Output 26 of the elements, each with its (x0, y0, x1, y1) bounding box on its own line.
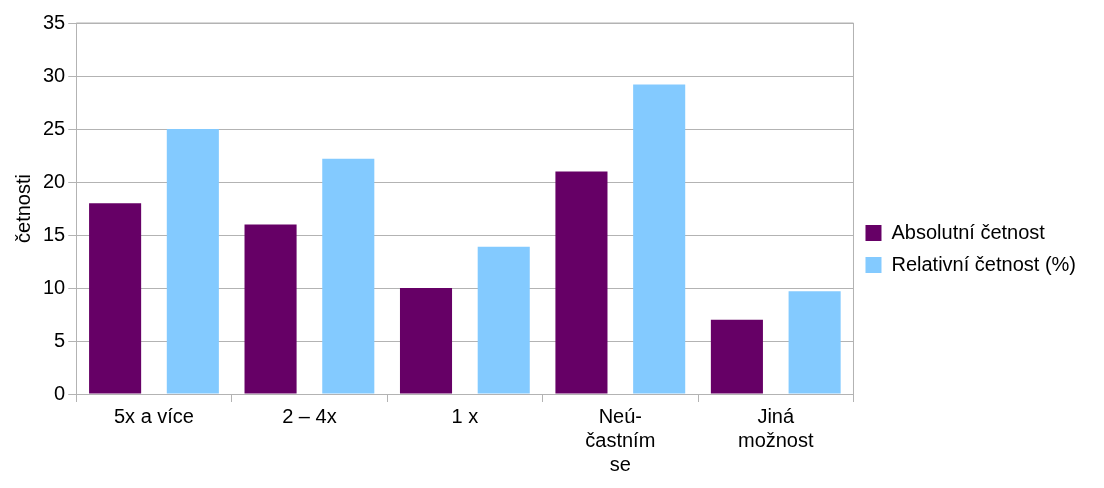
bar (166, 129, 219, 394)
x-tick-label: 1 x (451, 404, 479, 427)
bar (244, 224, 297, 394)
bar (788, 291, 841, 394)
y-tick-label: 30 (43, 63, 66, 86)
bar (477, 246, 530, 394)
x-tick-label: Neú- častním se (585, 404, 656, 475)
bar (89, 203, 142, 394)
bar (710, 319, 763, 394)
legend-label: Relativní četnost (%) (891, 252, 1076, 275)
y-axis-title: četnosti (11, 174, 34, 243)
legend-label: Absolutní četnost (891, 220, 1046, 243)
bar (322, 158, 375, 394)
x-tick-label: 2 – 4x (282, 404, 337, 427)
x-tick-label: Jiná možnost (737, 404, 814, 451)
y-tick-label: 0 (54, 381, 66, 404)
x-tick-label: 5x a více (113, 404, 194, 427)
y-tick-label: 15 (43, 222, 66, 245)
y-tick-label: 5 (54, 328, 66, 351)
bar (633, 84, 686, 394)
bar (555, 171, 608, 394)
y-tick-label: 20 (43, 169, 66, 192)
y-tick-label: 10 (43, 275, 66, 298)
y-tick-label: 25 (43, 116, 66, 139)
y-tick-label: 35 (43, 10, 66, 33)
bar (399, 288, 453, 394)
